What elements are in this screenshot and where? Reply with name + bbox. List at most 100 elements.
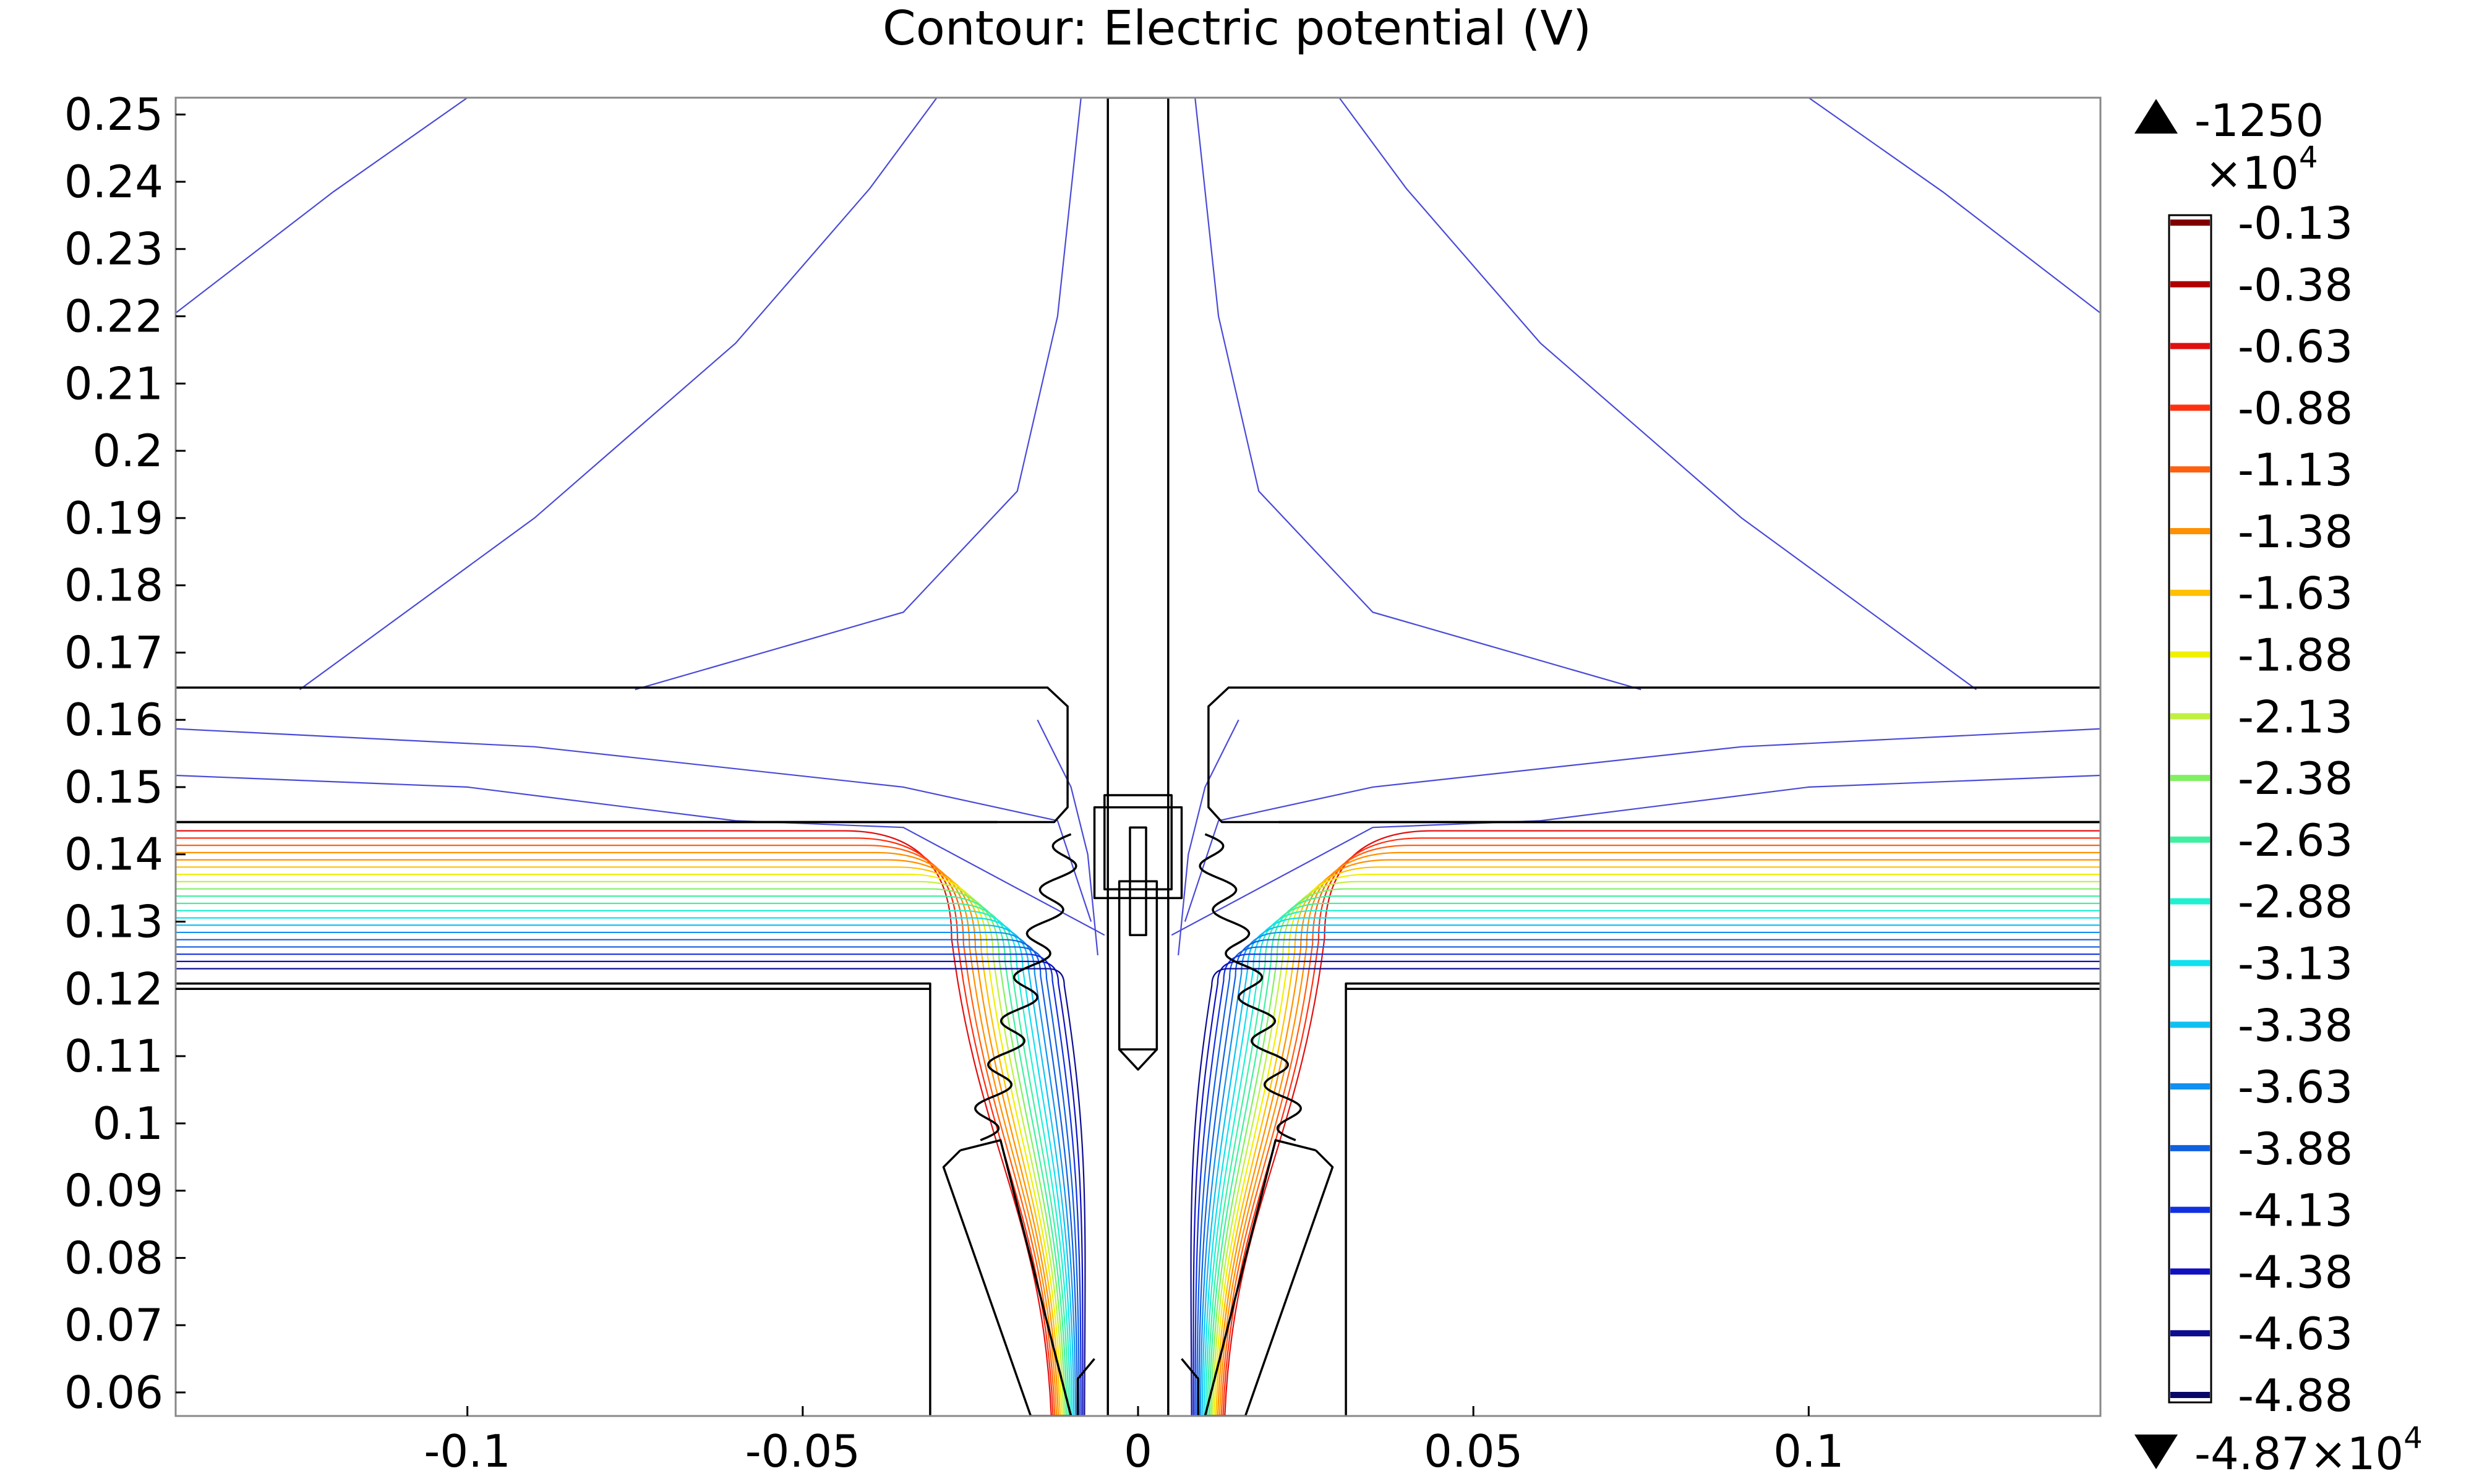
connector-pin-tip	[1118, 1049, 1158, 1071]
central-rod	[1106, 98, 1170, 1416]
chart-title: Contour: Electric potential (V)	[883, 1, 1591, 56]
legend-level-label: -1.88	[2238, 629, 2353, 681]
contour-line	[176, 946, 1081, 1416]
contour-line	[1217, 859, 2100, 1416]
y-tick-label: 0.18	[64, 560, 163, 612]
contour-line	[176, 888, 1066, 1416]
legend-level-label: -0.13	[2238, 197, 2353, 249]
contour-line	[1201, 924, 2100, 1416]
legend-level-label: -4.88	[2238, 1370, 2353, 1422]
y-tick-label: 0.06	[64, 1367, 163, 1418]
lower-block	[176, 982, 931, 1416]
contour-line	[635, 98, 1082, 691]
y-tick-label: 0.15	[64, 761, 163, 813]
y-tick-label: 0.2	[92, 425, 163, 477]
cone-shield	[942, 1139, 1072, 1416]
legend-level-label: -0.88	[2238, 382, 2353, 434]
contour-line	[1199, 931, 2100, 1416]
y-tick-label: 0.21	[64, 357, 163, 409]
contour-line	[1171, 774, 2100, 936]
contour-line	[1212, 881, 2100, 1416]
contour-line	[1203, 917, 2100, 1416]
x-tick-label: 0.1	[1773, 1425, 1844, 1477]
legend-level-label: -1.63	[2238, 568, 2353, 620]
legend-min-exponent: 4	[2403, 1421, 2423, 1456]
y-tick-label: 0.14	[64, 829, 163, 881]
legend-max-triangle-icon	[2134, 99, 2178, 134]
y-tick-label: 0.24	[64, 156, 163, 208]
contour-line	[176, 939, 1079, 1416]
color-legend: -1250 ×104 -0.13-0.38-0.63-0.88-1.13-1.3…	[2134, 95, 2423, 1480]
contour-line	[1206, 902, 2100, 1416]
y-tick-label: 0.12	[64, 963, 163, 1015]
contour-line	[176, 902, 1070, 1416]
contour-line	[1184, 728, 2100, 922]
contour-line	[1338, 98, 1977, 691]
contour-line	[176, 774, 1105, 936]
legend-min-label: -4.87×104	[2194, 1421, 2423, 1480]
legend-level-label: -4.38	[2238, 1246, 2353, 1298]
cone-shield	[1204, 1139, 1334, 1416]
lower-block	[1345, 982, 2100, 1416]
legend-level-label: -0.63	[2238, 321, 2353, 373]
legend-min-base: -4.87×10	[2194, 1428, 2403, 1480]
legend-level-label: -2.13	[2238, 691, 2353, 743]
contour-line	[299, 98, 938, 691]
contour-line	[1218, 851, 2100, 1416]
contour-line	[1196, 946, 2100, 1416]
contour-line	[1224, 830, 2100, 1416]
y-axis: 0.25 0.24 0.23 0.22 0.21 0.2 0.19 0.18 0.17 0.16 0…	[64, 88, 186, 1418]
contour-line	[1808, 98, 2100, 314]
y-tick-label: 0.08	[64, 1232, 163, 1284]
connector-pin	[1118, 880, 1158, 1051]
contour-line	[176, 830, 1052, 1416]
legend-level-label: -4.13	[2238, 1185, 2353, 1237]
y-tick-label: 0.07	[64, 1299, 163, 1351]
legend-level-label: -2.38	[2238, 753, 2353, 804]
contour-line	[176, 728, 1092, 922]
plot-area	[174, 96, 2102, 1417]
contour-line	[176, 851, 1058, 1416]
y-tick-label: 0.17	[64, 626, 163, 678]
contour-line	[1194, 953, 2100, 1416]
x-tick-label: -0.05	[745, 1425, 860, 1477]
contour-line	[1220, 845, 2100, 1416]
y-tick-label: 0.16	[64, 694, 163, 746]
cone-tip	[1181, 1358, 1200, 1416]
legend-scale-exponent: 4	[2299, 140, 2318, 175]
contour-line	[1190, 968, 2100, 1416]
connector-spring	[1129, 826, 1147, 937]
x-tick-label: -0.1	[424, 1425, 510, 1477]
y-tick-label: 0.19	[64, 492, 163, 544]
legend-level-label: -3.63	[2238, 1061, 2353, 1113]
geometry-outline	[176, 98, 2100, 1416]
contour-line	[176, 866, 1061, 1416]
legend-level-label: -1.13	[2238, 444, 2353, 496]
y-tick-label: 0.23	[64, 223, 163, 275]
legend-level-label: -3.88	[2238, 1123, 2353, 1175]
cone-tip	[1076, 1358, 1095, 1416]
contour-line	[176, 953, 1082, 1416]
legend-scale-label: ×104	[2205, 140, 2318, 199]
contour-line	[1210, 888, 2100, 1416]
y-tick-label: 0.25	[64, 88, 163, 140]
x-axis: -0.1 -0.05 0 0.05 0.1	[424, 1406, 1844, 1477]
contour-line	[176, 859, 1059, 1416]
contour-line	[1194, 98, 1641, 691]
legend-level-label: -3.38	[2238, 999, 2353, 1051]
legend-colorbar	[2168, 214, 2212, 1404]
contour-line	[176, 895, 1068, 1416]
y-tick-label: 0.11	[64, 1030, 163, 1082]
contour-line	[1197, 939, 2100, 1416]
legend-level-label: -4.63	[2238, 1308, 2353, 1360]
connector-flange	[1093, 806, 1183, 900]
legend-level-label: -0.38	[2238, 259, 2353, 311]
y-tick-label: 0.13	[64, 896, 163, 948]
bellows	[974, 833, 1077, 1141]
legend-max-label: -1250	[2194, 95, 2324, 147]
x-tick-label: 0.05	[1424, 1425, 1523, 1477]
contour-line	[176, 917, 1073, 1416]
y-tick-label: 0.1	[92, 1098, 163, 1149]
x-tick-label: 0	[1124, 1425, 1152, 1477]
